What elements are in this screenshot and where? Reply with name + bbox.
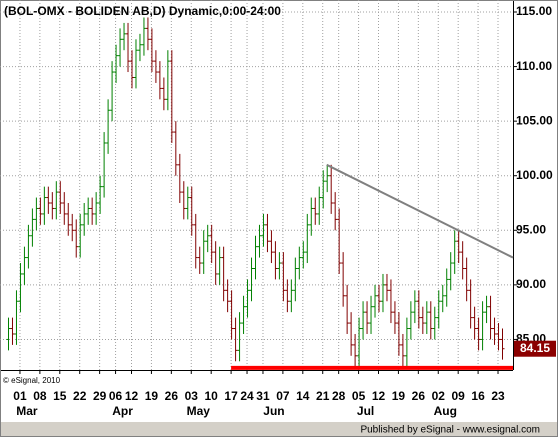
y-tick-label: 105.00 [516, 113, 553, 127]
x-tick-label: 15 [53, 389, 67, 403]
y-tick-label: 115.00 [516, 4, 552, 18]
x-tick-label: 12 [372, 389, 386, 403]
copyright: © eSignal, 2010 [3, 376, 61, 385]
month-label: May [187, 404, 211, 418]
x-tick-label: 26 [412, 389, 426, 403]
x-tick-label: 29 [93, 389, 107, 403]
x-tick-label: 31 [256, 389, 270, 403]
last-price-label: 84.15 [520, 341, 550, 355]
x-tick-label: 14 [296, 389, 310, 403]
y-tick-label: 100.00 [516, 168, 553, 182]
last-price-box [514, 340, 556, 357]
chart-title: (BOL-OMX - BOLIDEN AB,D) Dynamic,0:00-24… [4, 4, 281, 18]
x-tick-label: 26 [165, 389, 179, 403]
x-tick-label: 22 [73, 389, 87, 403]
x-tick-label: 02 [432, 389, 446, 403]
x-tick-label: 05 [352, 389, 366, 403]
x-tick-label: 09 [451, 389, 465, 403]
month-label: Aug [434, 404, 457, 418]
x-tick-label: 19 [145, 389, 159, 403]
month-label: Jun [263, 404, 284, 418]
x-tick-label: 12 [125, 389, 139, 403]
month-label: Apr [112, 404, 133, 418]
x-tick-label: 07 [276, 389, 290, 403]
x-tick-label: 06 [109, 389, 123, 403]
x-tick-label: 01 [13, 389, 27, 403]
y-tick-label: 95.00 [516, 222, 546, 236]
month-label: Mar [16, 404, 38, 418]
x-tick-label: 24 [240, 389, 254, 403]
x-tick-label: 28 [332, 389, 346, 403]
x-tick-label: 03 [185, 389, 199, 403]
marks [6, 17, 514, 370]
month-label: Jul [357, 404, 374, 418]
x-tick-label: 21 [316, 389, 330, 403]
y-tick-label: 110.00 [516, 59, 552, 73]
x-tick-label: 16 [471, 389, 485, 403]
footer: Published by eSignal - www.esignal.com [360, 425, 540, 436]
trend-line [326, 163, 514, 259]
y-tick-label: 90.00 [516, 277, 546, 291]
x-tick-label: 17 [224, 389, 238, 403]
x-tick-label: 23 [491, 389, 505, 403]
x-tick-label: 08 [33, 389, 47, 403]
x-tick-label: 10 [204, 389, 218, 403]
status-bar [0, 422, 558, 437]
x-tick-label: 19 [392, 389, 406, 403]
